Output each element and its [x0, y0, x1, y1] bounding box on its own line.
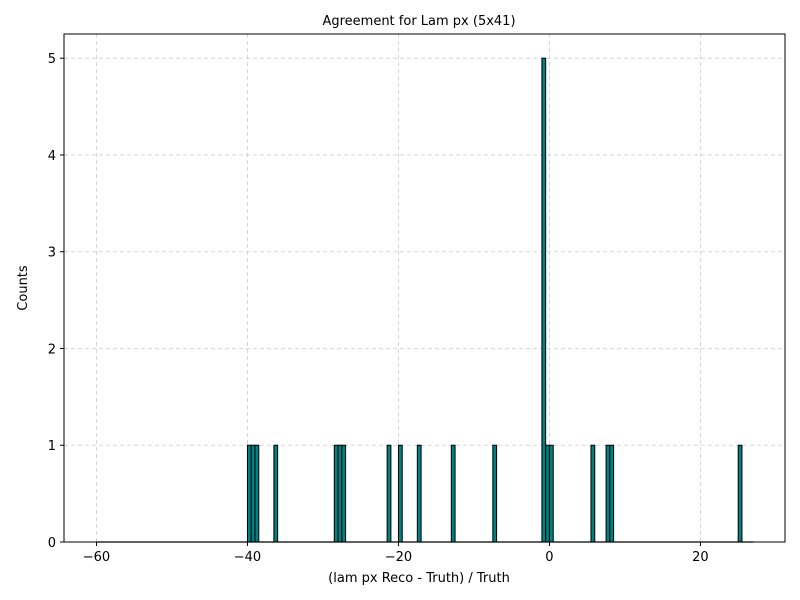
y-axis: 0 1 2 3 4 5: [48, 52, 64, 551]
histogram-bar: [341, 444, 347, 543]
y-tick-label: 1: [48, 439, 56, 454]
histogram-bar: [397, 444, 403, 543]
histogram-bar: [548, 444, 554, 543]
y-tick-label: 3: [48, 246, 56, 261]
histogram-bar: [250, 444, 256, 543]
histogram-bar: [416, 444, 422, 543]
histogram-bar: [605, 444, 611, 543]
histogram-bar: [386, 444, 392, 543]
chart-title: Agreement for Lam px (5x41): [322, 14, 515, 29]
x-tick-label: 0: [545, 550, 553, 565]
y-tick-label: 5: [48, 52, 56, 67]
plot-frame: [63, 33, 786, 543]
x-axis: −60 −40 −20 0 20: [83, 542, 709, 565]
x-axis-title: (lam px Reco - Truth) / Truth: [328, 571, 510, 586]
grid: [64, 34, 785, 543]
histogram-bars: [246, 57, 743, 543]
y-tick-label: 2: [48, 342, 56, 357]
histogram-bar: [337, 444, 343, 543]
histogram-bar: [273, 444, 279, 543]
histogram-bar: [545, 444, 550, 543]
histogram-bar: [246, 444, 252, 543]
x-tick-label: −40: [234, 550, 261, 565]
histogram-bar: [609, 444, 615, 543]
y-axis-title: Counts: [16, 265, 31, 311]
x-tick-label: 20: [692, 550, 709, 565]
histogram-bar: [590, 444, 596, 543]
y-tick-label: 0: [48, 536, 56, 551]
histogram-bar: [333, 444, 339, 543]
histogram-bar: [541, 57, 547, 543]
x-tick-label: −60: [83, 550, 110, 565]
y-tick-label: 4: [48, 149, 56, 164]
x-tick-label: −20: [385, 550, 412, 565]
histogram-bar: [492, 444, 498, 543]
histogram-bar: [254, 444, 260, 543]
histogram-bar: [450, 444, 456, 543]
histogram-bar: [737, 444, 743, 543]
